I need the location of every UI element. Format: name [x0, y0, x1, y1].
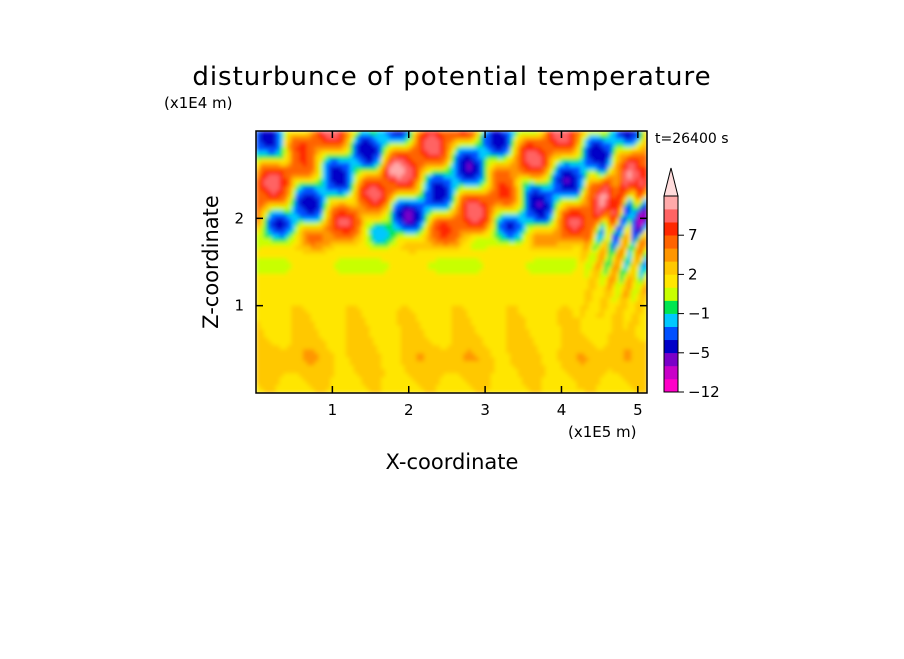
- x-tick-label: 3: [480, 401, 490, 419]
- colorbar-tick-label: 7: [688, 226, 698, 244]
- colorbar-swatch: [664, 340, 678, 353]
- x-tick-label: 4: [557, 401, 567, 419]
- x-unit-label: (x1E5 m): [568, 423, 637, 441]
- colorbar-swatch: [664, 222, 678, 235]
- x-tick-label: 2: [404, 401, 414, 419]
- colorbar-tick-label: 2: [688, 265, 698, 283]
- colorbar-tick-label: −1: [688, 305, 710, 323]
- colorbar-swatch: [664, 209, 678, 222]
- plot-area: [256, 131, 648, 394]
- colorbar-swatch: [664, 353, 678, 366]
- colorbar: 7 2 −1 −5 −12: [664, 168, 720, 401]
- colorbar-swatch: [664, 235, 678, 248]
- colorbar-swatch: [664, 379, 678, 392]
- x-axis-label: X-coordinate: [386, 450, 519, 474]
- colorbar-swatch: [664, 261, 678, 274]
- colorbar-swatch: [664, 248, 678, 261]
- colorbar-swatch: [664, 327, 678, 340]
- x-tick-label: 5: [633, 401, 643, 419]
- colorbar-swatch: [664, 196, 678, 209]
- chart-title: disturbunce of potential temperature: [192, 62, 711, 92]
- colorbar-tick-label: −12: [688, 383, 720, 401]
- y-tick-label: 1: [234, 297, 244, 315]
- colorbar-swatch: [664, 314, 678, 327]
- colorbar-swatch: [664, 287, 678, 300]
- time-stamp: t=26400 s: [655, 131, 729, 147]
- y-tick-label: 2: [234, 209, 244, 227]
- x-tick-label: 1: [328, 401, 338, 419]
- colorbar-tick-label: −5: [688, 344, 710, 362]
- colorbar-swatch: [664, 301, 678, 314]
- colorbar-extend-arrow: [664, 168, 678, 196]
- y-unit-label: (x1E4 m): [164, 94, 233, 112]
- y-axis-label: Z-coordinate: [199, 195, 223, 329]
- colorbar-swatch: [664, 366, 678, 379]
- contour-field: [256, 131, 648, 394]
- colorbar-swatch: [664, 274, 678, 287]
